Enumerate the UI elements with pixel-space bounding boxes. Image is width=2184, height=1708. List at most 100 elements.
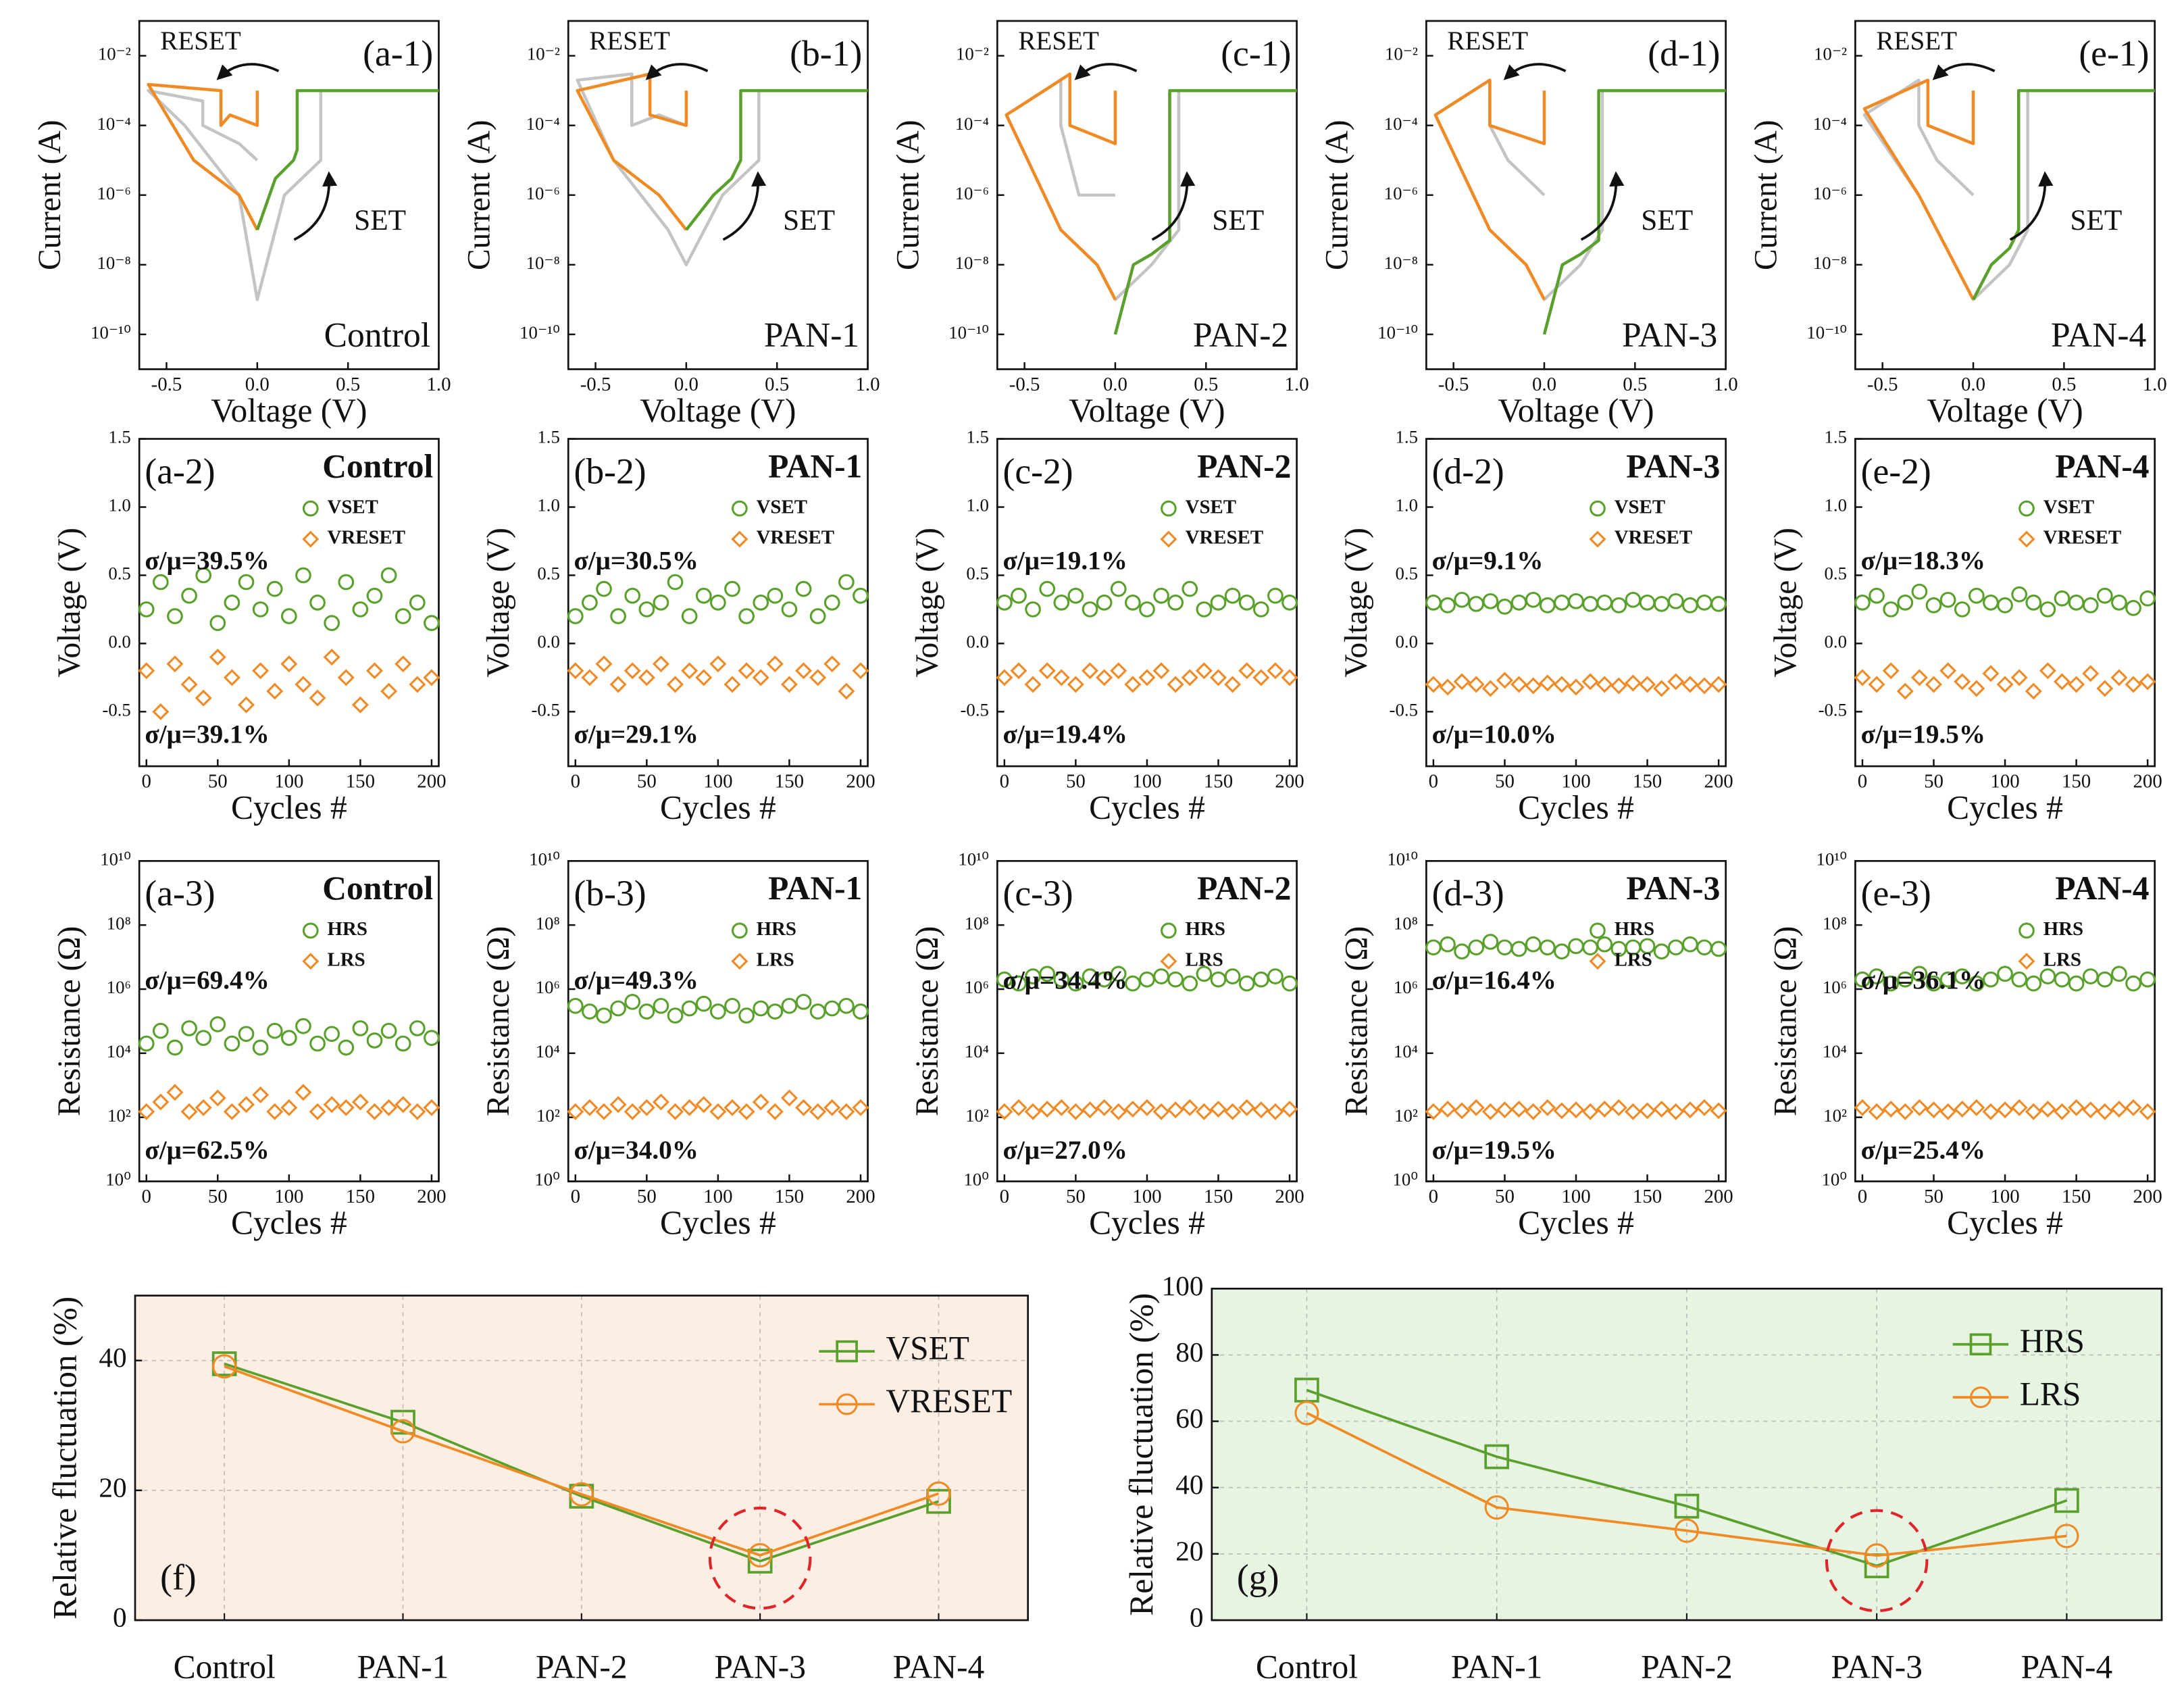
- y-tick-label: 0.5: [966, 563, 989, 584]
- x-tick-label: 200: [2133, 770, 2162, 792]
- panel-label: (b-2): [574, 451, 646, 491]
- y-axis-label: Current (A): [461, 120, 497, 270]
- panel-label: (c-3): [1003, 873, 1073, 913]
- data-point: [823, 594, 840, 611]
- x-tick-label: 0.0: [674, 374, 699, 395]
- x-axis-label: Voltage (V): [1927, 392, 2083, 429]
- annotation: SET: [2070, 204, 2122, 236]
- data-point: [1011, 587, 1027, 604]
- data-point: [2110, 1101, 2128, 1118]
- data-point: [2125, 676, 2142, 693]
- data-point: [596, 580, 612, 597]
- data-point: [1582, 939, 1598, 956]
- data-point: [838, 1103, 855, 1120]
- y-tick-label: 40: [99, 1342, 126, 1373]
- annotation: σ/μ=27.0%: [1003, 1136, 1127, 1165]
- data-point: [423, 669, 440, 686]
- y-tick-label: -0.5: [531, 700, 559, 720]
- data-point: [409, 1103, 426, 1120]
- data-point: [209, 1089, 226, 1107]
- data-point: [1596, 1101, 1613, 1118]
- y-tick-label: -0.5: [961, 700, 989, 720]
- y-tick-label: 80: [1175, 1336, 1203, 1367]
- data-point: [1882, 662, 1900, 680]
- data-point: [309, 1035, 326, 1052]
- data-point: [1567, 678, 1585, 696]
- data-point: [567, 608, 584, 624]
- data-point: [1281, 1101, 1298, 1118]
- data-point: [1968, 680, 1985, 697]
- y-tick-label: 10⁴: [536, 1041, 560, 1061]
- series-line: [1005, 78, 1297, 301]
- data-point: [1625, 591, 1642, 608]
- y-tick-label: 10⁻⁶: [97, 183, 131, 203]
- data-point: [181, 587, 197, 604]
- y-axis-label: Relative fluctuation (%): [1123, 1293, 1160, 1616]
- data-point: [1039, 965, 1056, 982]
- y-tick-label: 10⁴: [1823, 1041, 1847, 1061]
- x-axis-label: Cycles #: [231, 788, 347, 826]
- data-point: [1210, 971, 1227, 988]
- data-point: [2082, 1101, 2100, 1119]
- data-point: [795, 580, 812, 597]
- data-point: [1982, 665, 2000, 682]
- data-point: [624, 994, 641, 1010]
- y-tick-label: 10⁰: [105, 1170, 131, 1190]
- data-point: [753, 1000, 769, 1017]
- data-point: [1010, 1099, 1027, 1116]
- data-point: [1252, 971, 1269, 988]
- data-point: [709, 655, 727, 673]
- data-point: [1267, 1103, 1284, 1120]
- data-point: [1854, 594, 1871, 611]
- x-axis-label: Cycles #: [660, 788, 776, 826]
- data-point: [1997, 965, 2013, 982]
- y-tick-label: 10¹⁰: [1387, 849, 1418, 869]
- data-point: [252, 1039, 269, 1056]
- y-tick-label: 10²: [536, 1105, 560, 1126]
- legend-marker: [302, 953, 320, 970]
- legend-marker: [2018, 953, 2035, 970]
- data-point: [852, 1099, 869, 1116]
- data-point: [209, 649, 226, 666]
- data-point: [1996, 676, 2014, 693]
- y-tick-label: 10⁸: [536, 913, 560, 933]
- y-tick-label: 10⁸: [1823, 913, 1847, 933]
- sample-label: PAN-3: [1622, 316, 1717, 355]
- data-point: [2011, 586, 2028, 603]
- data-point: [996, 1103, 1013, 1120]
- data-point: [1224, 676, 1242, 693]
- arrow: [293, 171, 338, 241]
- data-point: [2053, 1103, 2071, 1120]
- y-tick-label: 10⁰: [963, 1170, 989, 1190]
- data-point: [1996, 1101, 2014, 1119]
- data-point: [1667, 939, 1684, 956]
- series-line: [147, 82, 259, 231]
- data-point: [1939, 591, 1956, 608]
- x-tick-label: 0: [571, 770, 580, 792]
- x-tick-label: PAN-2: [1641, 1649, 1733, 1686]
- data-point: [295, 1018, 311, 1034]
- data-point: [1167, 971, 1184, 988]
- y-axis-label: Current (A): [1319, 120, 1354, 270]
- data-point: [1897, 594, 1914, 611]
- x-tick-label: PAN-1: [357, 1649, 449, 1686]
- x-tick-label: 1.0: [426, 374, 451, 395]
- data-point: [582, 1003, 598, 1020]
- annotation: σ/μ=19.1%: [1003, 547, 1127, 576]
- data-point: [1067, 676, 1084, 693]
- data-point: [2054, 590, 2071, 607]
- y-tick-label: 10⁻¹⁰: [948, 322, 989, 343]
- x-axis-label: Cycles #: [1947, 788, 2063, 826]
- legend-marker: [836, 1340, 858, 1363]
- legend-label: VSET: [757, 496, 807, 518]
- highlight-circle: [708, 1506, 812, 1610]
- data-point: [1124, 975, 1141, 992]
- data-point: [365, 662, 383, 680]
- data-point: [681, 608, 698, 624]
- data-point: [1510, 940, 1527, 957]
- data-point: [1883, 601, 1900, 618]
- data-point: [638, 601, 655, 618]
- x-tick-label: 200: [1704, 1186, 1733, 1207]
- data-point: [1038, 1101, 1056, 1118]
- data-point: [2125, 1099, 2142, 1116]
